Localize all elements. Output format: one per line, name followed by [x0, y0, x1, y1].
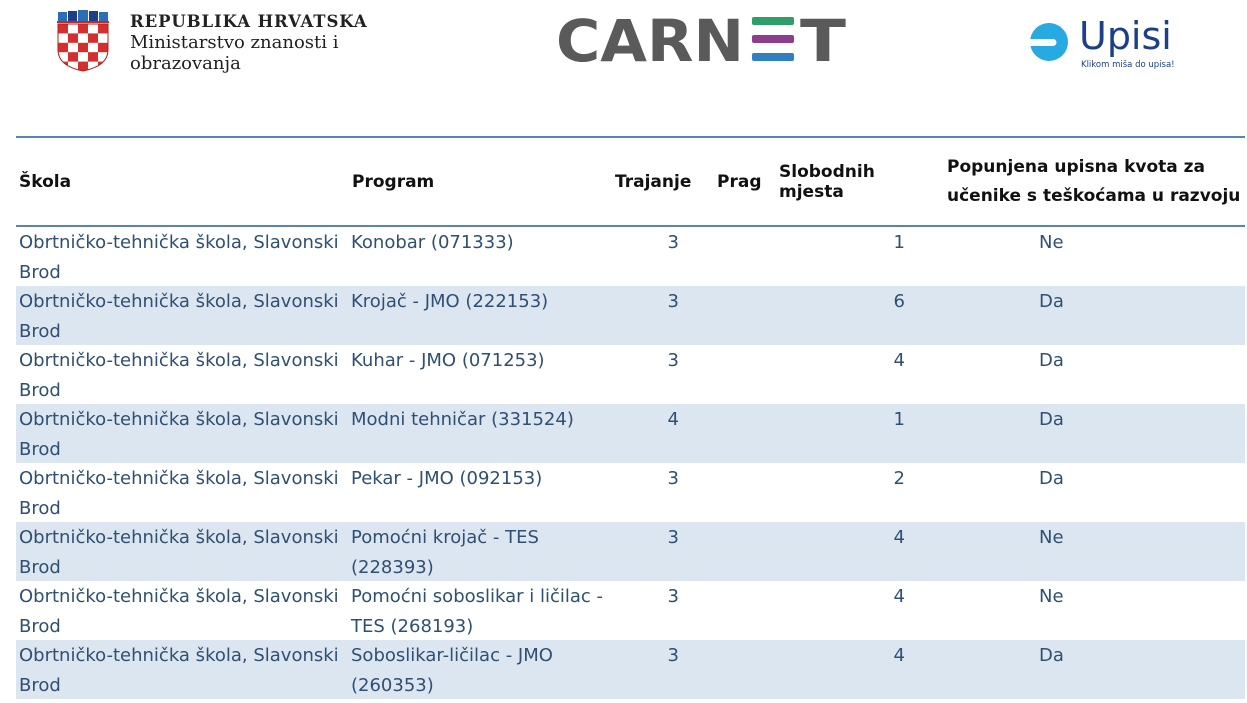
- cell-school: Obrtničko-tehnička škola, Slavonski Brod: [19, 232, 339, 283]
- cell-school: Obrtničko-tehnička škola, Slavonski Brod: [19, 645, 339, 696]
- upisi-tagline: Klikom miša do upisa!: [1081, 59, 1175, 70]
- table-row: Obrtničko-tehnička škola, Slavonski Brod…: [16, 522, 1245, 581]
- col-header-program: Program: [352, 171, 435, 192]
- cell-school: Obrtničko-tehnička škola, Slavonski Brod: [19, 527, 339, 578]
- cell-program: Pomoćni krojač - TES (228393): [351, 527, 539, 578]
- table-row: Obrtničko-tehnička škola, Slavonski Brod…: [16, 463, 1245, 522]
- cell-kvota: Ne: [1039, 232, 1064, 253]
- croatian-coat-of-arms-icon: [57, 10, 109, 72]
- cell-prag: [684, 286, 744, 345]
- cell-prag: [684, 404, 744, 463]
- cell-trajanje: 3: [667, 527, 679, 548]
- cell-school: Obrtničko-tehnička škola, Slavonski Brod: [19, 350, 339, 401]
- cell-kvota: Ne: [1039, 527, 1064, 548]
- cell-program: Soboslikar-ličilac - JMO (260353): [351, 645, 553, 696]
- cell-trajanje: 4: [667, 409, 679, 430]
- cell-school: Obrtničko-tehnička škola, Slavonski Brod: [19, 468, 339, 519]
- cell-program: Modni tehničar (331524): [351, 409, 574, 430]
- cell-school: Obrtničko-tehnička škola, Slavonski Brod: [19, 291, 339, 342]
- ministry-name-line2: obrazovanja: [130, 53, 241, 74]
- col-header-trajanje: Trajanje: [615, 171, 692, 192]
- svg-text:T: T: [800, 13, 846, 65]
- table-row: Obrtničko-tehnička škola, Slavonski Brod…: [16, 640, 1245, 699]
- programs-table: Škola Program Trajanje Prag Slobodnih mj…: [16, 136, 1245, 699]
- cell-school: Obrtničko-tehnička škola, Slavonski Brod: [19, 586, 339, 637]
- table-row: Obrtničko-tehnička škola, Slavonski Brod…: [16, 345, 1245, 404]
- cell-kvota: Da: [1039, 468, 1064, 489]
- cell-slobodnih: 2: [893, 468, 905, 489]
- cell-program: Pekar - JMO (092153): [351, 468, 543, 489]
- cell-kvota: Da: [1039, 645, 1064, 666]
- cell-kvota: Da: [1039, 350, 1064, 371]
- cell-trajanje: 3: [667, 586, 679, 607]
- upisi-logo: Upisi Klikom miša do upisa!: [1029, 14, 1175, 70]
- col-header-skola: Škola: [19, 171, 72, 192]
- cell-program: Konobar (071333): [351, 232, 514, 253]
- cell-slobodnih: 4: [893, 527, 905, 548]
- cell-prag: [684, 640, 744, 699]
- table-row: Obrtničko-tehnička škola, Slavonski Brod…: [16, 404, 1245, 463]
- table-row: Obrtničko-tehnička škola, Slavonski Brod…: [16, 286, 1245, 345]
- cell-prag: [684, 522, 744, 581]
- cell-prag: [684, 463, 744, 522]
- upisi-logo-text: Upisi: [1079, 14, 1172, 58]
- cell-program: Krojač - JMO (222153): [351, 291, 549, 312]
- cell-trajanje: 3: [667, 645, 679, 666]
- page-header: REPUBLIKA HRVATSKA Ministarstvo znanosti…: [0, 0, 1247, 100]
- col-header-prag: Prag: [717, 171, 762, 192]
- cell-trajanje: 3: [667, 468, 679, 489]
- cell-slobodnih: 1: [893, 409, 905, 430]
- cell-trajanje: 3: [667, 350, 679, 371]
- col-header-slobodnih-mjesta: Slobodnih mjesta: [779, 161, 875, 202]
- ministry-name-line1: Ministarstvo znanosti i: [130, 32, 339, 53]
- cell-kvota: Da: [1039, 291, 1064, 312]
- ministry-logo: REPUBLIKA HRVATSKA Ministarstvo znanosti…: [54, 10, 368, 74]
- cell-prag: [684, 345, 744, 404]
- cell-trajanje: 3: [667, 232, 679, 253]
- ministry-title: REPUBLIKA HRVATSKA: [130, 12, 368, 31]
- cell-trajanje: 3: [667, 291, 679, 312]
- cell-school: Obrtničko-tehnička škola, Slavonski Brod: [19, 409, 339, 460]
- cell-slobodnih: 6: [893, 291, 905, 312]
- cell-prag: [684, 227, 744, 286]
- cell-kvota: Ne: [1039, 586, 1064, 607]
- cell-program: Kuhar - JMO (071253): [351, 350, 545, 371]
- table-body: Obrtničko-tehnička škola, Slavonski Brod…: [16, 227, 1245, 699]
- col-header-kvota: Popunjena upisna kvota za učenike s tešk…: [947, 156, 1241, 206]
- cell-program: Pomoćni soboslikar i ličilac - TES (2681…: [351, 586, 604, 637]
- cell-slobodnih: 1: [893, 232, 905, 253]
- table-row: Obrtničko-tehnička škola, Slavonski Brod…: [16, 581, 1245, 640]
- cell-kvota: Da: [1039, 409, 1064, 430]
- cell-prag: [684, 581, 744, 640]
- cell-slobodnih: 4: [893, 350, 905, 371]
- carnet-logo-text: CARN: [556, 13, 744, 65]
- cell-slobodnih: 4: [893, 586, 905, 607]
- carnet-logo: CARN T: [556, 13, 846, 65]
- table-row: Obrtničko-tehnička škola, Slavonski Brod…: [16, 227, 1245, 286]
- cell-slobodnih: 4: [893, 645, 905, 666]
- table-header: Škola Program Trajanje Prag Slobodnih mj…: [16, 138, 1245, 227]
